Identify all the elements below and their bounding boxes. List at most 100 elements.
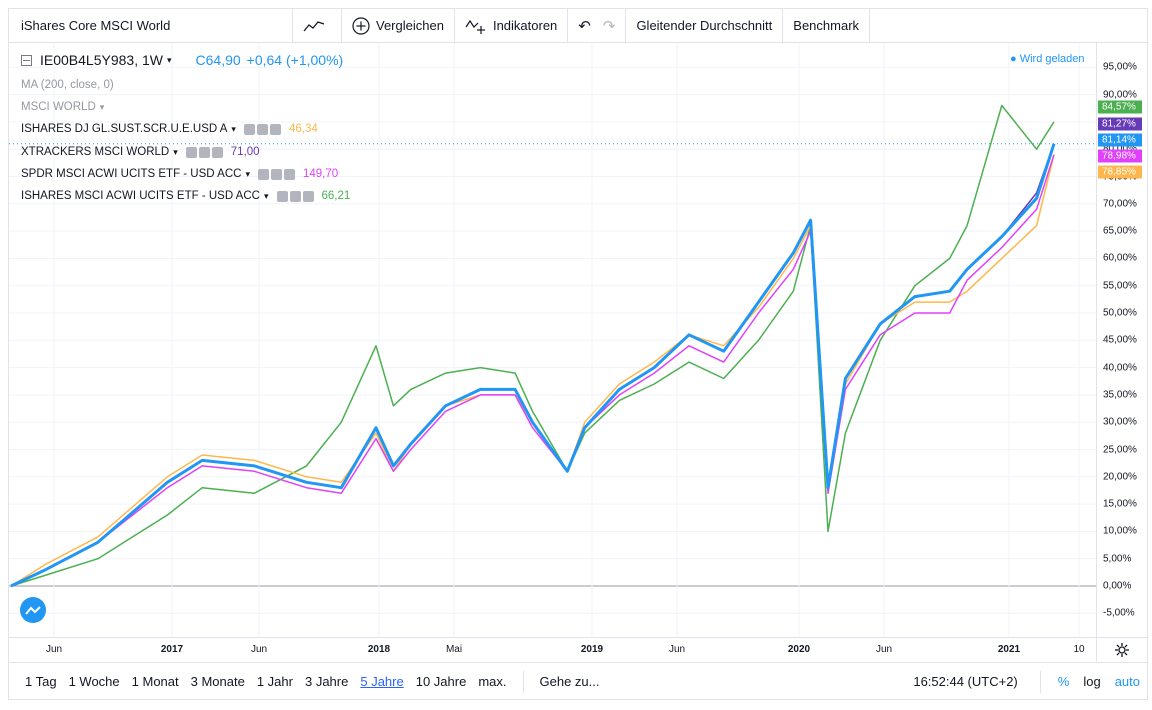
series-value: 66,21 <box>321 190 351 202</box>
chevron-down-icon[interactable]: ▾ <box>166 54 172 65</box>
price-tick-label: 10,00% <box>1103 525 1137 537</box>
range-1-year[interactable]: 1 Jahr <box>256 674 293 689</box>
range-1-week[interactable]: 1 Woche <box>68 674 120 689</box>
series-value: 149,70 <box>302 168 339 180</box>
msci-world-legend[interactable]: MSCI WORLD ▾ <box>21 101 104 113</box>
series-name: ISHARES DJ GL.SUST.SCR.U.E.USD A <box>21 123 228 135</box>
chevron-down-icon[interactable]: ▾ <box>173 146 178 157</box>
range-max[interactable]: max. <box>478 674 507 689</box>
moving-average-button[interactable]: Gleitender Durchschnitt <box>625 9 782 42</box>
eye-icon[interactable] <box>185 146 197 158</box>
scale-settings-button[interactable] <box>1096 637 1147 661</box>
chart-pane[interactable] <box>9 43 1096 637</box>
change-value: +0,64 (+1,00%) <box>246 52 344 68</box>
compare-series-legend[interactable]: SPDR MSCI ACWI UCITS ETF - USD ACC ▾ 149… <box>21 168 338 180</box>
clock-timezone[interactable]: 16:52:44 (UTC+2) <box>913 674 1018 689</box>
settings-icon[interactable] <box>270 168 282 180</box>
chevron-down-icon[interactable]: ▾ <box>99 101 105 112</box>
main-series-legend: IE00B4L5Y983, 1W ▾ C64,90 +0,64 (+1,00%) <box>21 52 343 68</box>
divider <box>522 670 524 693</box>
time-tick-label: 2020 <box>787 644 811 655</box>
remove-icon[interactable] <box>269 123 281 135</box>
compare-series-legend[interactable]: XTRACKERS MSCI WORLD ▾ 71,00 <box>21 146 260 158</box>
time-tick-label: Jun <box>250 644 268 655</box>
time-scale[interactable]: Jun 2017 Jun 2018 Mai 2019 Jun 2020 Jun 2021 10 <box>9 637 1096 662</box>
range-5-years[interactable]: 5 Jahre <box>360 674 404 689</box>
settings-icon[interactable] <box>289 190 301 202</box>
series-line-1[interactable] <box>10 154 1055 587</box>
gear-icon <box>1115 642 1129 657</box>
eye-icon[interactable] <box>276 190 288 202</box>
chevron-down-icon[interactable]: ▾ <box>231 123 236 134</box>
bottom-toolbar: 1 Tag 1 Woche 1 Monat 3 Monate 1 Jahr 3 … <box>9 662 1147 700</box>
loading-text: Wird geladen <box>1019 53 1085 65</box>
price-tick-label: 25,00% <box>1103 444 1137 455</box>
undo-redo-group: ↶ ↷ <box>567 9 625 42</box>
price-tick-label: 5,00% <box>1103 553 1132 565</box>
series-controls <box>257 168 297 180</box>
indicators-icon <box>465 19 485 34</box>
chart-type-button[interactable] <box>292 9 341 42</box>
chevron-down-icon[interactable]: ▾ <box>263 190 269 201</box>
plus-circle-icon <box>352 16 370 35</box>
price-tick-label: 35,00% <box>1103 389 1137 401</box>
series-name: ISHARES MSCI ACWI UCITS ETF - USD ACC <box>21 190 260 202</box>
chevron-down-icon[interactable]: ▾ <box>245 168 250 179</box>
time-tick-label: 2018 <box>367 644 391 655</box>
price-tick-label: 15,00% <box>1103 498 1137 510</box>
settings-icon[interactable] <box>256 123 268 135</box>
compare-series-legend[interactable]: ISHARES DJ GL.SUST.SCR.U.E.USD A ▾ 46,34 <box>21 123 318 135</box>
series-name: SPDR MSCI ACWI UCITS ETF - USD ACC <box>21 168 242 180</box>
eye-icon[interactable] <box>243 123 255 135</box>
remove-icon[interactable] <box>283 168 295 180</box>
last-value-badge: 78,85% <box>1098 165 1142 179</box>
price-tick-label: 90,00% <box>1103 89 1137 101</box>
ma-study-legend[interactable]: MA (200, close, 0) <box>21 79 114 91</box>
log-scale-toggle[interactable]: log <box>1083 674 1101 689</box>
line-chart-icon <box>303 20 325 31</box>
last-value-badge: 78,98% <box>1098 149 1142 163</box>
chart-plot[interactable] <box>9 43 1096 637</box>
undo-icon[interactable]: ↶ <box>578 17 591 35</box>
symbol-interval[interactable]: IE00B4L5Y983, 1W <box>40 52 163 68</box>
remove-icon[interactable] <box>302 190 314 202</box>
series-line-main[interactable] <box>10 143 1056 588</box>
collapse-legend-icon[interactable] <box>21 54 32 66</box>
series-name: XTRACKERS MSCI WORLD <box>21 146 170 158</box>
last-value-badge: 81,27% <box>1098 117 1142 131</box>
mountain-icon <box>25 606 41 615</box>
time-tick-label: Jun <box>45 644 63 655</box>
price-tick-label: 40,00% <box>1103 362 1137 374</box>
eye-icon[interactable] <box>257 168 269 180</box>
range-10-years[interactable]: 10 Jahre <box>415 674 467 689</box>
compare-series-legend[interactable]: ISHARES MSCI ACWI UCITS ETF - USD ACC ▾ … <box>21 190 350 202</box>
price-tick-label: 20,00% <box>1103 471 1137 483</box>
price-tick-label: 95,00% <box>1103 61 1137 73</box>
series-line-2[interactable] <box>10 143 1055 587</box>
redo-icon[interactable]: ↷ <box>602 17 616 35</box>
range-1-day[interactable]: 1 Tag <box>25 674 57 689</box>
price-tick-label: -5,00% <box>1103 607 1135 619</box>
indicators-button[interactable]: Indikatoren <box>453 9 567 42</box>
price-tick-label: 45,00% <box>1103 334 1137 346</box>
price-tick-label: 55,00% <box>1103 280 1137 292</box>
range-1-month[interactable]: 1 Monat <box>131 674 179 689</box>
price-scale[interactable]: 95,00%90,00%85,00%80,00%75,00%70,00%65,0… <box>1096 43 1147 637</box>
goto-date-button[interactable]: Gehe zu... <box>539 674 600 689</box>
range-3-months[interactable]: 3 Monate <box>190 674 245 689</box>
indicators-label: Indikatoren <box>492 18 558 33</box>
price-tick-label: 80,00% <box>1103 144 1137 155</box>
tradingview-logo-button[interactable] <box>20 597 46 623</box>
series-line-3[interactable] <box>10 154 1055 587</box>
percent-scale-toggle[interactable]: % <box>1057 674 1070 689</box>
remove-icon[interactable] <box>211 146 223 158</box>
msci-world-label: MSCI WORLD <box>21 101 96 113</box>
benchmark-button[interactable]: Benchmark <box>782 9 869 42</box>
auto-scale-toggle[interactable]: auto <box>1114 674 1140 689</box>
compare-button[interactable]: Vergleichen <box>341 9 454 42</box>
range-3-years[interactable]: 3 Jahre <box>304 674 349 689</box>
top-toolbar: iShares Core MSCI World Vergleichen Indi… <box>9 9 1147 43</box>
settings-icon[interactable] <box>198 146 210 158</box>
instrument-title: iShares Core MSCI World <box>21 18 171 33</box>
price-tick-label: 0,00% <box>1103 580 1132 592</box>
